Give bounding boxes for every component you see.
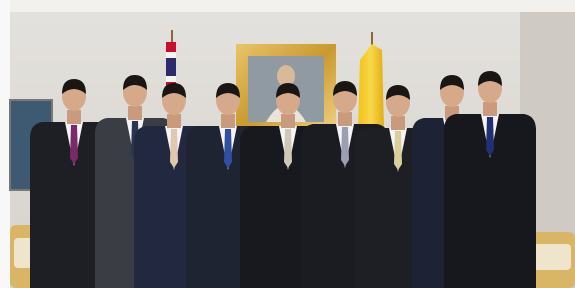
neck <box>281 114 295 128</box>
left-edge <box>0 0 10 288</box>
page: (() => { const ns = 'http://www.w3.org/2… <box>0 0 575 288</box>
tie <box>341 127 349 166</box>
tie <box>284 129 292 168</box>
neck <box>391 116 405 130</box>
tie <box>70 125 78 164</box>
neck <box>167 114 181 128</box>
neck <box>338 112 352 126</box>
tie <box>170 129 178 168</box>
tie <box>394 131 402 170</box>
neck <box>67 110 81 124</box>
neck <box>483 102 497 116</box>
tie <box>486 117 494 156</box>
neck <box>221 114 235 128</box>
tie <box>224 129 232 168</box>
neck <box>128 106 142 120</box>
ceiling <box>0 0 575 12</box>
photo <box>0 0 575 288</box>
flag-stripe <box>166 58 176 76</box>
